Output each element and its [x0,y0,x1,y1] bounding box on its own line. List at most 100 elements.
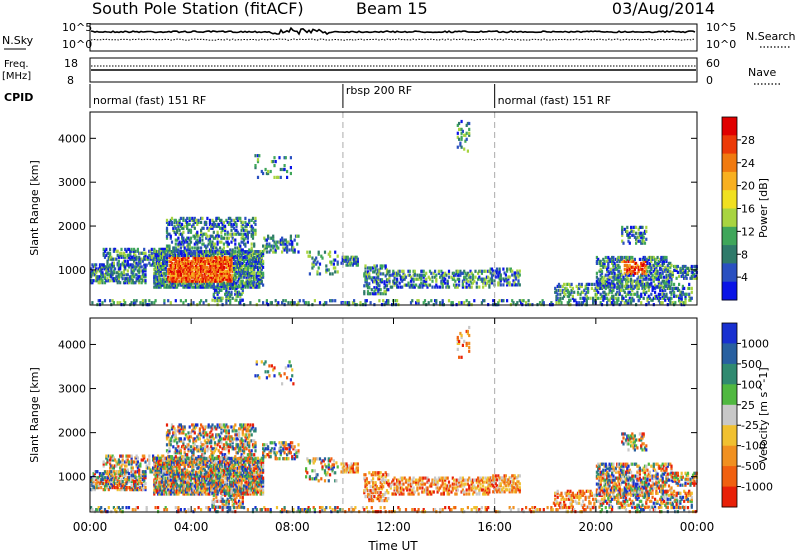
power-cell [255,275,258,279]
velocity-cell [188,490,191,494]
power-cell [235,269,238,273]
power-cell [197,234,200,238]
power-cell [679,292,682,296]
power-cell [169,218,172,222]
power-cell [165,253,169,258]
power-cell [554,286,557,290]
velocity-cell [122,468,126,472]
power-cell [230,257,233,261]
power-cell [193,251,196,256]
power-cell [227,222,230,226]
power-cell [482,281,485,285]
power-cell [245,273,248,277]
power-cell [187,242,190,246]
power-cell [238,261,241,265]
power-cell [197,267,200,271]
power-cell [202,257,205,261]
velocity-cell [126,458,129,462]
power-cell [181,240,184,244]
power-cell [251,263,255,267]
velocity-cell [109,476,112,480]
power-cell [483,269,486,273]
power-cell [227,255,230,260]
velocity-cell [160,474,163,478]
power-cell [101,281,104,285]
power-cell [216,255,219,260]
power-cell [187,285,190,289]
power-cell [611,279,614,283]
power-cell [192,275,195,279]
power-cell [373,280,376,284]
velocity-cell [141,470,144,474]
power-cell [164,253,167,258]
power-cell [426,285,429,289]
velocity-cell [193,458,196,462]
power-cell [377,292,380,296]
power-cell [384,301,387,305]
power-cell [187,263,190,267]
power-cell [239,269,242,273]
power-cell [621,229,624,233]
power-cell [169,259,172,263]
power-cell [260,275,263,279]
power-cell [159,261,162,265]
power-cell [611,296,614,300]
power-cell [96,277,99,281]
velocity-cell [169,478,172,482]
power-cell [197,220,200,224]
velocity-cell [155,490,158,494]
power-cell [134,255,137,259]
cpid-strip: CPID normal (fast) 151 RF rbsp 200 RF no… [4,84,611,108]
power-cell [112,261,115,265]
power-cell [244,265,247,269]
power-cell [158,263,161,267]
power-cell [260,279,263,283]
power-cell [106,261,109,265]
velocity-cell [189,490,193,494]
power-cell [330,260,333,264]
velocity-cell [144,486,147,490]
power-cell [186,263,189,267]
power-cell [374,292,377,296]
power-cell [641,235,644,239]
power-cell [241,263,244,267]
power-colorbar-swatch [722,117,737,136]
power-cell [139,277,142,281]
power-cell [184,281,187,285]
power-cell [210,275,213,279]
velocity-cell [172,488,175,492]
velocity-cell [167,464,170,468]
power-cell [595,279,598,283]
power-cell [269,169,272,174]
power-cell [638,231,641,235]
power-cell [403,283,406,287]
velocity-cell [192,484,195,488]
power-cell [127,247,131,251]
power-cell [654,283,657,287]
power-cell [212,242,215,246]
power-cell [164,267,167,271]
power-cell [181,279,184,283]
power-cell [130,247,133,251]
velocity-cell [159,488,162,492]
power-cell [183,248,186,252]
power-cell [213,236,217,240]
power-cell [681,264,684,269]
power-cell [693,272,696,276]
power-cell [636,292,639,296]
velocity-cell [92,484,95,488]
power-cell [217,261,220,265]
power-cell [216,277,219,281]
velocity-cell [139,462,142,466]
power-cell [474,269,477,273]
velocity-cell [184,488,187,492]
power-cell [389,273,392,277]
freq-tick-bottom: 8 [67,74,74,87]
power-cell [220,273,223,277]
power-cell [666,282,669,286]
power-cell [114,277,117,281]
power-cell [428,283,432,287]
power-cell [232,283,236,287]
power-cell [105,271,108,275]
velocity-cell [135,486,138,490]
